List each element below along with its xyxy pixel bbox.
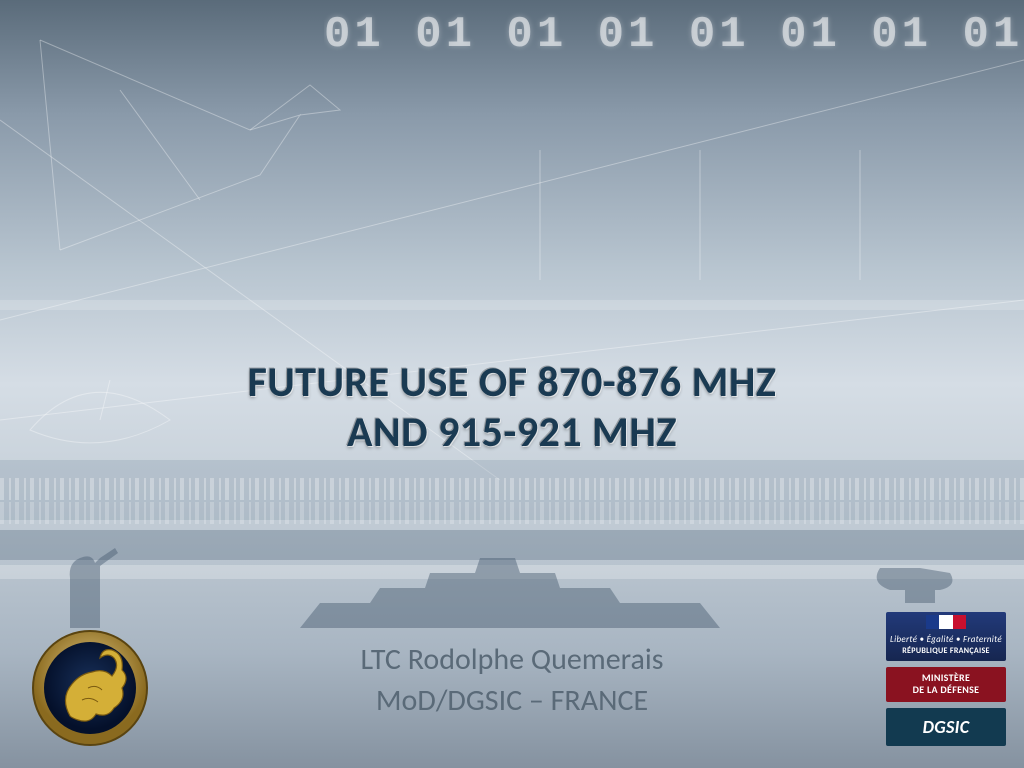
dot-code-strip (0, 502, 1024, 524)
dot-code-strip (0, 478, 1024, 500)
logo-republique-francaise: Liberté • Égalité • Fraternité RÉPUBLIQU… (886, 612, 1006, 660)
binary-pattern: 01 01 01 01 01 01 01 01 01 01 01 0 (324, 10, 1024, 60)
dgsic-label: DGSIC (923, 716, 970, 738)
rf-motto: Liberté • Égalité • Fraternité (890, 634, 1002, 645)
logo-stack: Liberté • Égalité • Fraternité RÉPUBLIQU… (886, 612, 1006, 746)
bg-band (0, 530, 1024, 560)
defence-line-2: DE LA DÉFENSE (913, 683, 980, 696)
presenter-org: MoD/DGSIC – FRANCE (376, 682, 648, 719)
defence-line-1: MINISTÈRE (922, 671, 970, 684)
title-line-1: FUTURE USE OF 870-876 MHZ (248, 357, 777, 408)
presenter-name: LTC Rodolphe Quemerais (361, 641, 664, 678)
slide-title: FUTURE USE OF 870-876 MHZ AND 915-921 MH… (0, 358, 1024, 457)
logo-dgsic: DGSIC (886, 708, 1006, 747)
title-line-2: AND 915-921 MHZ (347, 407, 677, 458)
slide-subtitle: LTC Rodolphe Quemerais MoD/DGSIC – FRANC… (0, 640, 1024, 721)
logo-ministere-defense: MINISTÈRE DE LA DÉFENSE (886, 667, 1006, 702)
bg-band (0, 300, 1024, 310)
unit-emblem (30, 628, 150, 748)
bg-band (0, 565, 1024, 579)
french-flag-icon (926, 615, 966, 629)
rf-label: RÉPUBLIQUE FRANÇAISE (890, 646, 1002, 656)
